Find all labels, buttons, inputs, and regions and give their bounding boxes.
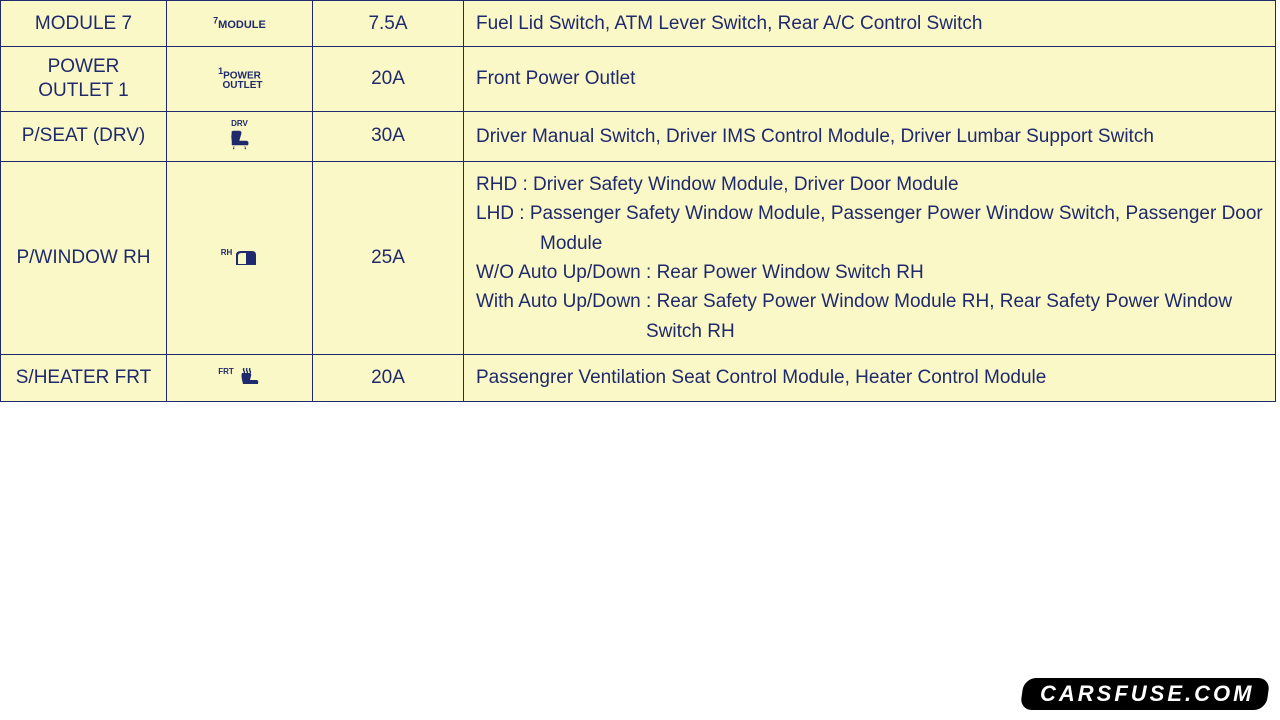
fuse-symbol: RH (167, 161, 313, 355)
watermark-logo: CARSFUSE.COM (1019, 678, 1270, 710)
window-icon (234, 249, 258, 267)
fuse-name: MODULE 7 (1, 1, 167, 47)
seat-icon (226, 130, 254, 150)
table-row: P/WINDOW RH RH 25A RHD : Driver Safety W… (1, 161, 1276, 355)
fuse-amperage: 25A (313, 161, 464, 355)
fuse-name: POWER OUTLET 1 (1, 47, 167, 112)
fuse-symbol: DRV (167, 111, 313, 161)
seat-heater-icon (235, 368, 261, 388)
fuse-description: Driver Manual Switch, Driver IMS Control… (464, 111, 1276, 161)
fuse-amperage: 20A (313, 355, 464, 401)
table-row: MODULE 7 7MODULE 7.5A Fuel Lid Switch, A… (1, 1, 1276, 47)
fuse-amperage: 30A (313, 111, 464, 161)
table-row: S/HEATER FRT FRT 20A Passengrer Ventilat… (1, 355, 1276, 401)
fuse-description: RHD : Driver Safety Window Module, Drive… (464, 161, 1276, 355)
fuse-symbol: 7MODULE (167, 1, 313, 47)
fuse-description: Front Power Outlet (464, 47, 1276, 112)
fuse-amperage: 20A (313, 47, 464, 112)
fuse-name: S/HEATER FRT (1, 355, 167, 401)
fuse-name: P/SEAT (DRV) (1, 111, 167, 161)
fuse-amperage: 7.5A (313, 1, 464, 47)
table-row: P/SEAT (DRV) DRV 30A Driver Manual Switc… (1, 111, 1276, 161)
fuse-table: MODULE 7 7MODULE 7.5A Fuel Lid Switch, A… (0, 0, 1276, 402)
fuse-symbol: FRT (167, 355, 313, 401)
fuse-description: Fuel Lid Switch, ATM Lever Switch, Rear … (464, 1, 1276, 47)
fuse-symbol: 1POWER OUTLET (167, 47, 313, 112)
fuse-name: P/WINDOW RH (1, 161, 167, 355)
table-row: POWER OUTLET 1 1POWER OUTLET 20A Front P… (1, 47, 1276, 112)
fuse-description: Passengrer Ventilation Seat Control Modu… (464, 355, 1276, 401)
